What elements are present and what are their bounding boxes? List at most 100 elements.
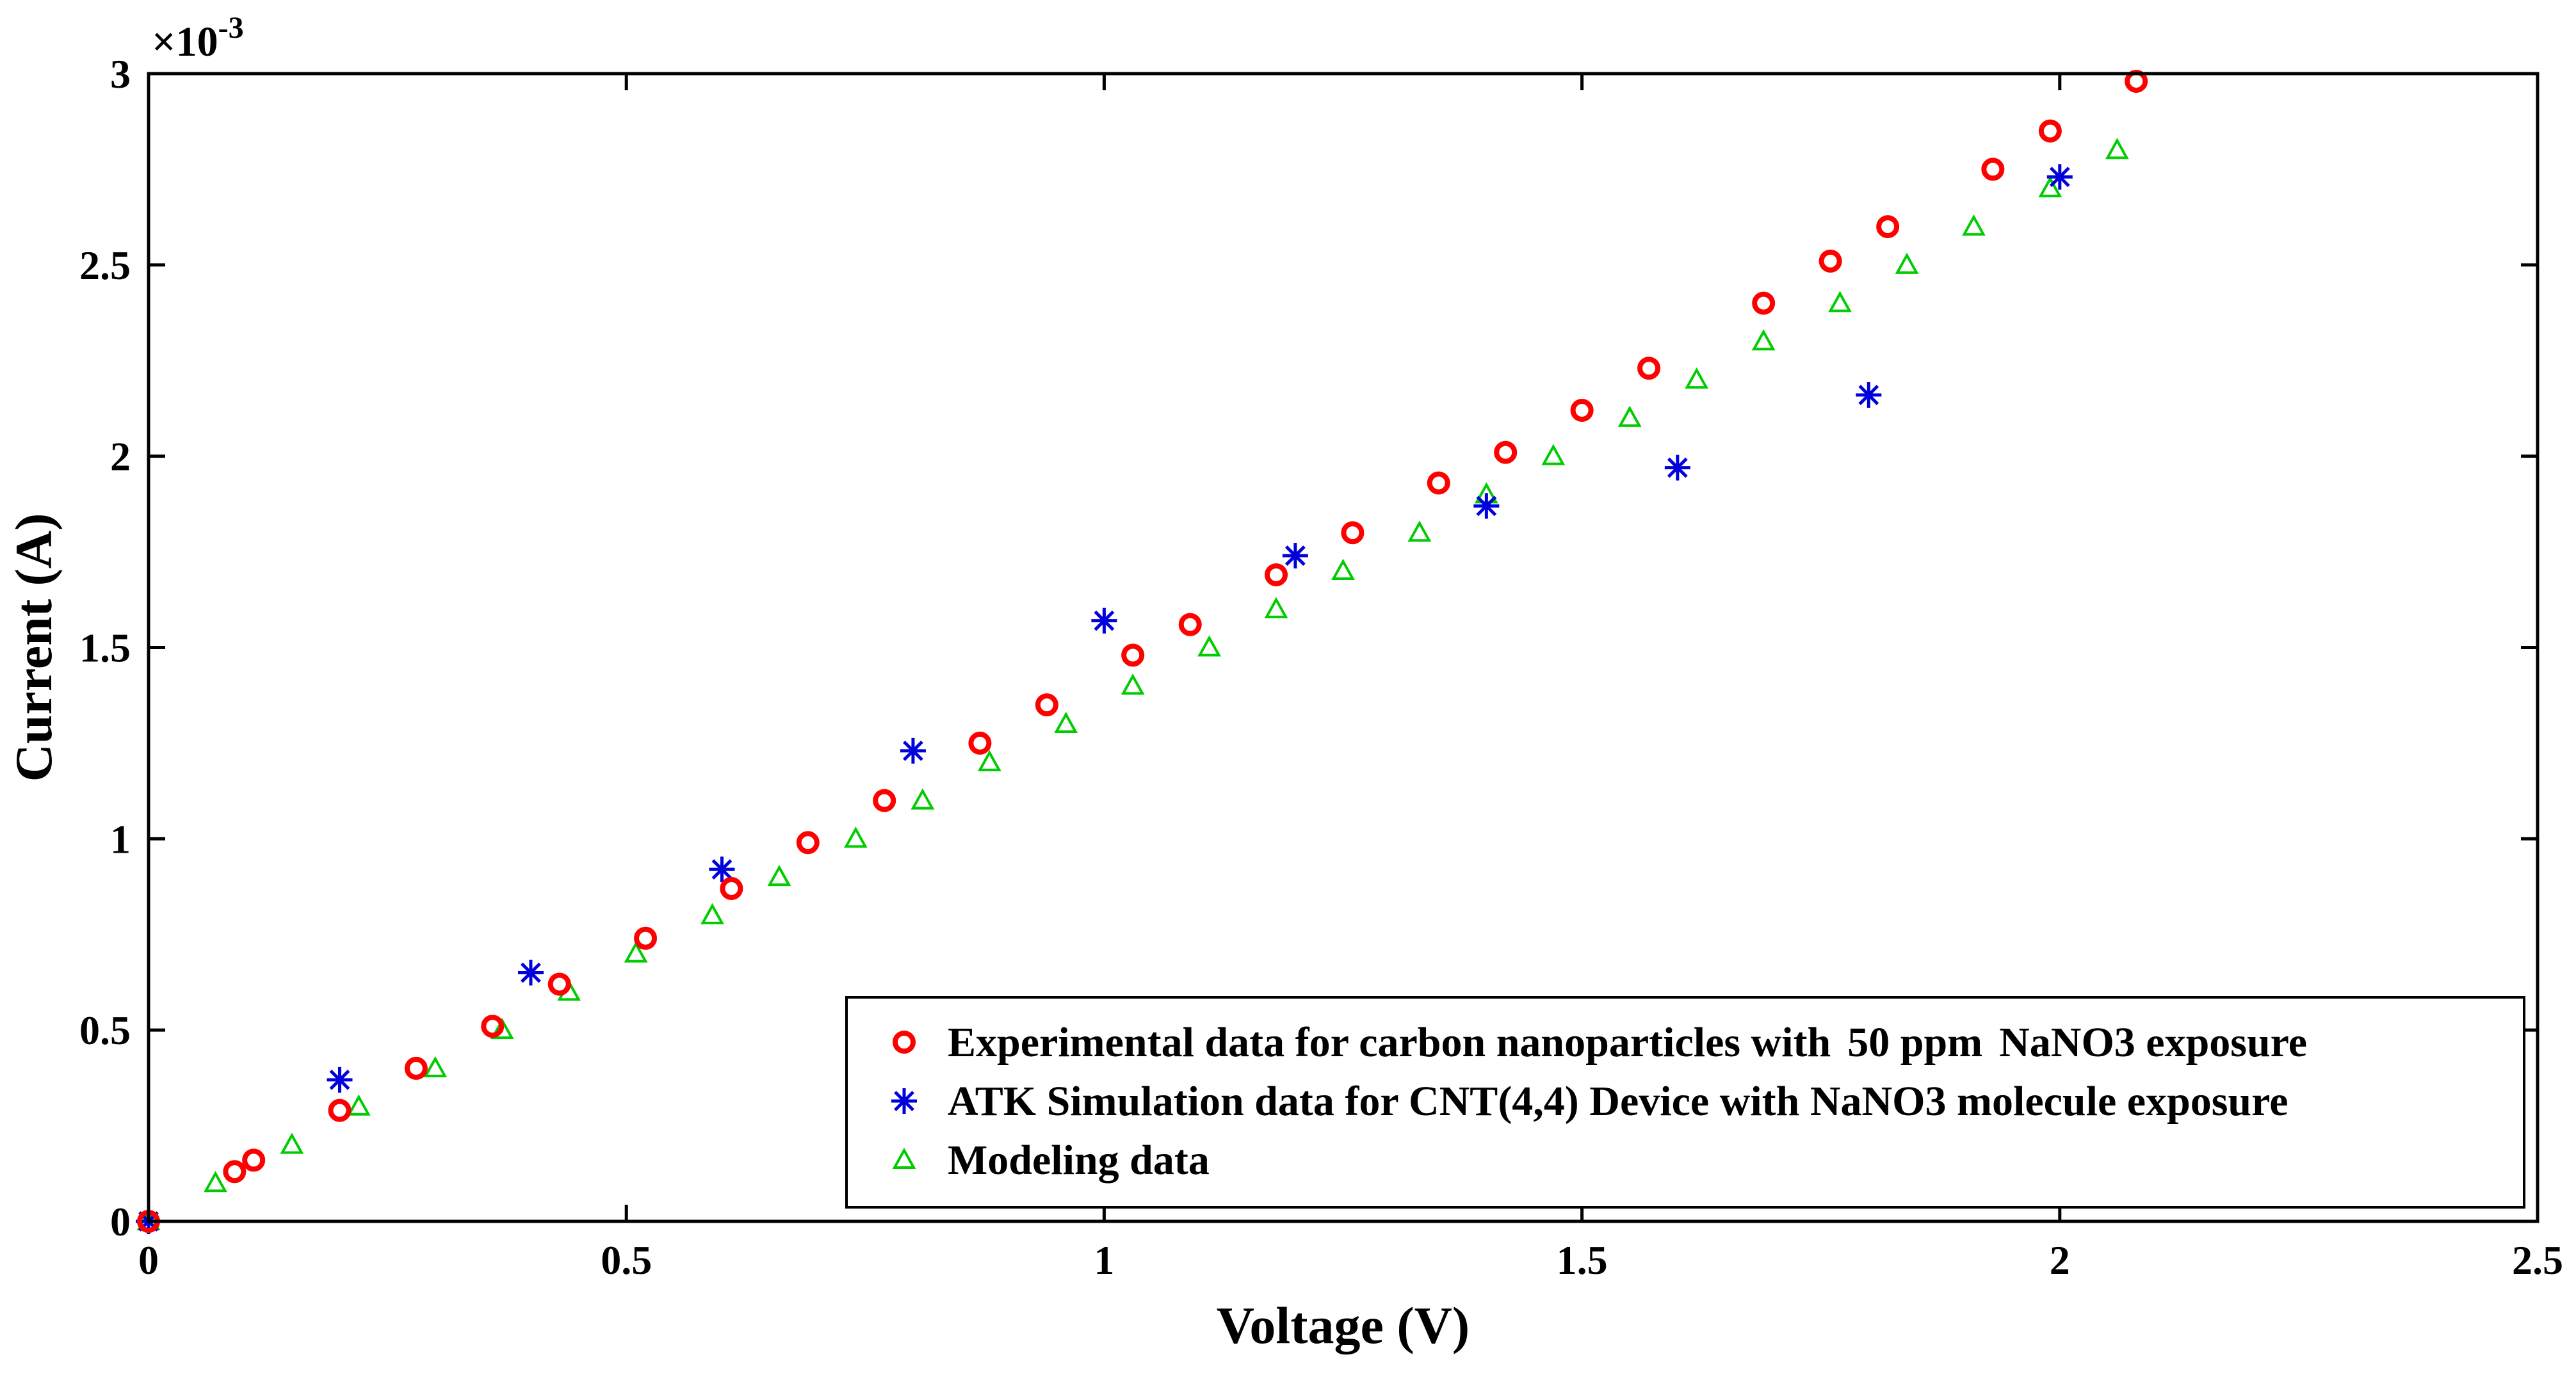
legend-entry-atk-simulation: ATK Simulation data for CNT(4,4) Device …: [948, 1078, 2288, 1125]
data-point-circle: [1637, 357, 1661, 380]
data-point-triangle: [490, 1018, 514, 1040]
data-point-circle: [720, 877, 743, 901]
y-tick-label: 3: [110, 51, 131, 97]
data-point-circle: [547, 972, 571, 996]
y-axis-multiplier-base: ×10: [152, 19, 218, 65]
data-point-circle: [328, 1098, 352, 1122]
data-point-triangle: [1828, 291, 1852, 312]
data-point-circle: [796, 831, 820, 855]
asterisk-stroke: [1858, 385, 1879, 405]
legend-marker-circle: [893, 1031, 916, 1054]
data-point-triangle: [624, 941, 648, 963]
data-point-asterisk: [517, 960, 544, 986]
x-tick-label: 2.5: [2512, 1237, 2563, 1283]
legend-experimental-suffix: NaNO3 exposure: [1999, 1019, 2307, 1066]
data-point-triangle: [1407, 520, 1432, 542]
data-point-triangle: [204, 1171, 227, 1193]
data-point-circle: [1427, 471, 1450, 495]
plot-area-frame: [147, 72, 2540, 1223]
data-point-triangle: [1541, 444, 1566, 465]
y-tick-label: 1.5: [79, 625, 131, 671]
asterisk-stroke: [711, 859, 733, 880]
data-point-triangle: [1962, 214, 1986, 236]
data-point-triangle: [701, 903, 724, 924]
data-point-triangle: [423, 1056, 448, 1077]
legend-marker-asterisk: [891, 1088, 917, 1114]
asterisk-stroke: [903, 740, 923, 761]
data-point-triangle: [1895, 252, 1919, 274]
asterisk-stroke: [2049, 166, 2070, 188]
data-point-triangle: [1197, 635, 1221, 657]
legend-experimental-name: Experimental data for carbon nanoparticl…: [948, 1019, 1831, 1066]
asterisk-stroke: [1284, 545, 1306, 566]
y-tick-label: 0: [110, 1199, 131, 1244]
data-point-triangle: [1331, 558, 1355, 580]
data-point-circle: [634, 926, 658, 950]
y-axis-title: Current (A): [4, 513, 63, 782]
legend-entry-experimental: Experimental data for carbon nanoparticl…: [948, 1019, 2307, 1066]
data-point-asterisk: [1282, 543, 1308, 569]
legend-box: [845, 996, 2525, 1209]
legend-entry-modeling: Modeling data: [948, 1137, 1210, 1184]
x-tick-label: 2: [2050, 1237, 2070, 1283]
asterisk-stroke: [1476, 495, 1497, 517]
legend-markers: [891, 1031, 917, 1169]
data-point-asterisk: [2046, 164, 2073, 190]
data-point-circle: [1178, 613, 1202, 636]
data-point-circle: [404, 1056, 428, 1080]
x-axis-title: Voltage (V): [1217, 1296, 1470, 1355]
data-point-asterisk: [327, 1066, 353, 1093]
asterisk-stroke: [521, 962, 541, 983]
data-point-circle: [1035, 693, 1058, 717]
data-point-triangle: [2105, 138, 2129, 159]
x-tick-label: 0: [138, 1237, 159, 1283]
data-point-triangle: [1121, 673, 1145, 695]
legend: Experimental data for carbon nanoparticl…: [845, 996, 2525, 1209]
data-point-circle: [242, 1148, 266, 1172]
asterisk-stroke: [894, 1091, 914, 1111]
data-point-circle: [1341, 521, 1365, 545]
data-point-triangle: [1054, 711, 1078, 734]
data-point-asterisk: [900, 737, 926, 764]
data-point-asterisk: [1091, 607, 1117, 634]
tick-labels: 0 0.5 1 1.5 2 2.5 0 0.5 1 1.5 2 2.5 3: [79, 51, 2563, 1283]
x-tick-label: 0.5: [601, 1237, 652, 1283]
data-point-circle: [1121, 643, 1145, 667]
data-point-circle: [873, 789, 896, 812]
data-point-triangle: [911, 788, 935, 810]
data-point-circle: [2038, 119, 2062, 143]
asterisk-stroke: [1667, 457, 1688, 478]
x-tick-label: 1: [1094, 1237, 1114, 1283]
data-point-triangle: [1685, 367, 1709, 389]
asterisk-stroke: [329, 1069, 350, 1090]
y-tick-label: 2.5: [79, 243, 131, 288]
data-point-triangle: [346, 1094, 371, 1116]
data-point-triangle: [1617, 405, 1642, 427]
data-point-circle: [223, 1160, 247, 1184]
data-point-triangle: [843, 826, 868, 848]
data-markers: [136, 69, 2148, 1234]
y-axis-multiplier: ×10-3: [152, 11, 244, 65]
data-point-circle: [1981, 157, 2005, 181]
legend-experimental-concentration: 50 ppm: [1847, 1019, 1982, 1066]
data-point-asterisk: [1856, 382, 1882, 408]
y-tick-label: 0.5: [79, 1008, 131, 1053]
y-tick-label: 2: [110, 434, 131, 479]
y-tick-label: 1: [110, 816, 131, 862]
data-point-circle: [968, 731, 992, 755]
data-point-circle: [481, 1015, 505, 1038]
data-point-asterisk: [1473, 493, 1500, 519]
data-point-triangle: [280, 1132, 304, 1154]
legend-marker-triangle: [892, 1147, 916, 1169]
data-point-asterisk: [1664, 454, 1690, 481]
data-point-circle: [1752, 291, 1776, 315]
data-point-circle: [1570, 398, 1594, 422]
series-triangle: [136, 138, 2129, 1230]
asterisk-stroke: [1094, 610, 1115, 631]
data-point-triangle: [767, 864, 791, 887]
y-axis-multiplier-exponent: -3: [218, 11, 244, 45]
data-point-triangle: [2038, 176, 2062, 198]
data-point-circle: [1265, 563, 1288, 586]
data-point-triangle: [1264, 597, 1288, 618]
